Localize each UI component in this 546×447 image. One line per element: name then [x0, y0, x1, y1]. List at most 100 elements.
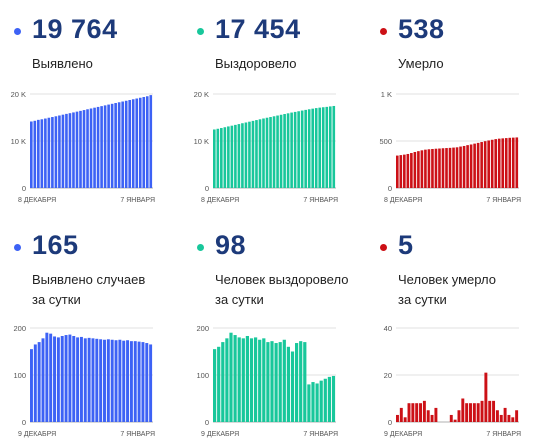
- bar: [82, 110, 86, 188]
- bar: [399, 155, 403, 188]
- bar: [95, 338, 99, 422]
- stat-label: Выздоровело: [215, 54, 297, 74]
- bar: [245, 335, 249, 422]
- bar: [230, 125, 234, 188]
- bar: [89, 108, 93, 188]
- bar: [480, 400, 484, 422]
- bar: [266, 342, 270, 422]
- stat-label: Выявлено случаев за сутки: [32, 270, 145, 310]
- bar: [488, 400, 492, 422]
- bar: [445, 148, 448, 188]
- bar: [91, 338, 95, 422]
- bar: [276, 115, 279, 188]
- bar: [406, 153, 410, 188]
- bar: [318, 107, 322, 188]
- bar: [462, 145, 466, 188]
- bar: [449, 414, 453, 422]
- x-start-label: 8 ДЕКАБРЯ: [384, 197, 422, 204]
- bar: [484, 372, 488, 422]
- bar: [138, 97, 142, 188]
- bar: [465, 403, 469, 422]
- bar: [427, 149, 431, 188]
- bar: [93, 107, 96, 188]
- bar: [413, 152, 417, 188]
- bar: [415, 403, 419, 422]
- bar: [262, 338, 266, 422]
- bar: [495, 410, 499, 422]
- bar: [237, 124, 241, 188]
- bar: [327, 376, 331, 422]
- bar: [237, 337, 241, 422]
- x-end-label: 7 ЯНВАРЯ: [303, 431, 338, 438]
- bar: [290, 351, 295, 422]
- bar: [319, 380, 323, 422]
- chart-died-daily: 0 20 40 9 ДЕКАБРЯ 7 ЯНВАРЯ: [384, 324, 521, 438]
- y-tick-label: 200: [196, 324, 209, 333]
- bar: [229, 332, 233, 422]
- bar: [51, 117, 54, 188]
- x-start-label: 8 ДЕКАБРЯ: [201, 197, 239, 204]
- bar: [56, 337, 60, 422]
- y-tick-label: 1 K: [381, 90, 392, 99]
- bar: [131, 99, 135, 188]
- bar: [396, 155, 399, 188]
- bar: [293, 111, 297, 188]
- y-tick-label: 0: [388, 418, 392, 427]
- bar: [126, 340, 130, 422]
- bar: [83, 338, 87, 422]
- bar: [492, 400, 496, 422]
- bar: [511, 137, 515, 188]
- bar: [124, 100, 128, 188]
- bar: [431, 148, 434, 188]
- bar: [480, 142, 483, 188]
- bar: [68, 113, 72, 188]
- bar: [499, 414, 503, 422]
- bar: [79, 110, 82, 188]
- y-tick-label: 0: [205, 184, 209, 193]
- bar: [461, 398, 465, 422]
- bar: [403, 417, 407, 422]
- legend-dot-icon: [14, 244, 21, 251]
- bar: [37, 342, 41, 422]
- bar: [103, 105, 107, 188]
- bar: [453, 419, 457, 422]
- bar: [290, 112, 293, 188]
- bar: [438, 148, 441, 188]
- bar: [304, 109, 307, 188]
- bar: [469, 403, 472, 422]
- y-tick-label: 10 K: [11, 137, 26, 146]
- bar: [434, 407, 438, 422]
- bar: [33, 120, 37, 188]
- bar: [72, 335, 76, 422]
- bar: [420, 150, 424, 188]
- bar: [58, 115, 61, 188]
- y-tick-label: 0: [22, 418, 26, 427]
- bar: [37, 119, 40, 188]
- bar: [472, 403, 476, 422]
- legend-dot-icon: [14, 28, 21, 35]
- bar: [487, 140, 490, 188]
- y-tick-label: 0: [22, 184, 26, 193]
- bar: [325, 106, 329, 188]
- bar: [503, 407, 507, 422]
- bar: [249, 338, 254, 422]
- y-tick-label: 0: [388, 184, 392, 193]
- bar: [149, 95, 153, 188]
- bar: [49, 333, 53, 422]
- bar: [233, 335, 237, 422]
- stat-value: 538: [398, 14, 445, 44]
- bar: [424, 149, 427, 188]
- bar: [79, 336, 83, 422]
- chart-recovered-daily: 0 100 200 9 ДЕКАБРЯ 7 ЯНВАРЯ: [196, 324, 338, 438]
- bar: [225, 338, 229, 422]
- bar: [135, 98, 139, 188]
- stat-label-line: за сутки: [398, 292, 447, 307]
- y-tick-label: 0: [205, 418, 209, 427]
- bar: [217, 346, 221, 422]
- legend-dot-icon: [197, 28, 204, 35]
- bar: [241, 123, 244, 188]
- x-end-label: 7 ЯНВАРЯ: [120, 197, 155, 204]
- x-end-label: 7 ЯНВАРЯ: [486, 197, 521, 204]
- bar: [145, 96, 149, 188]
- bar: [41, 338, 45, 422]
